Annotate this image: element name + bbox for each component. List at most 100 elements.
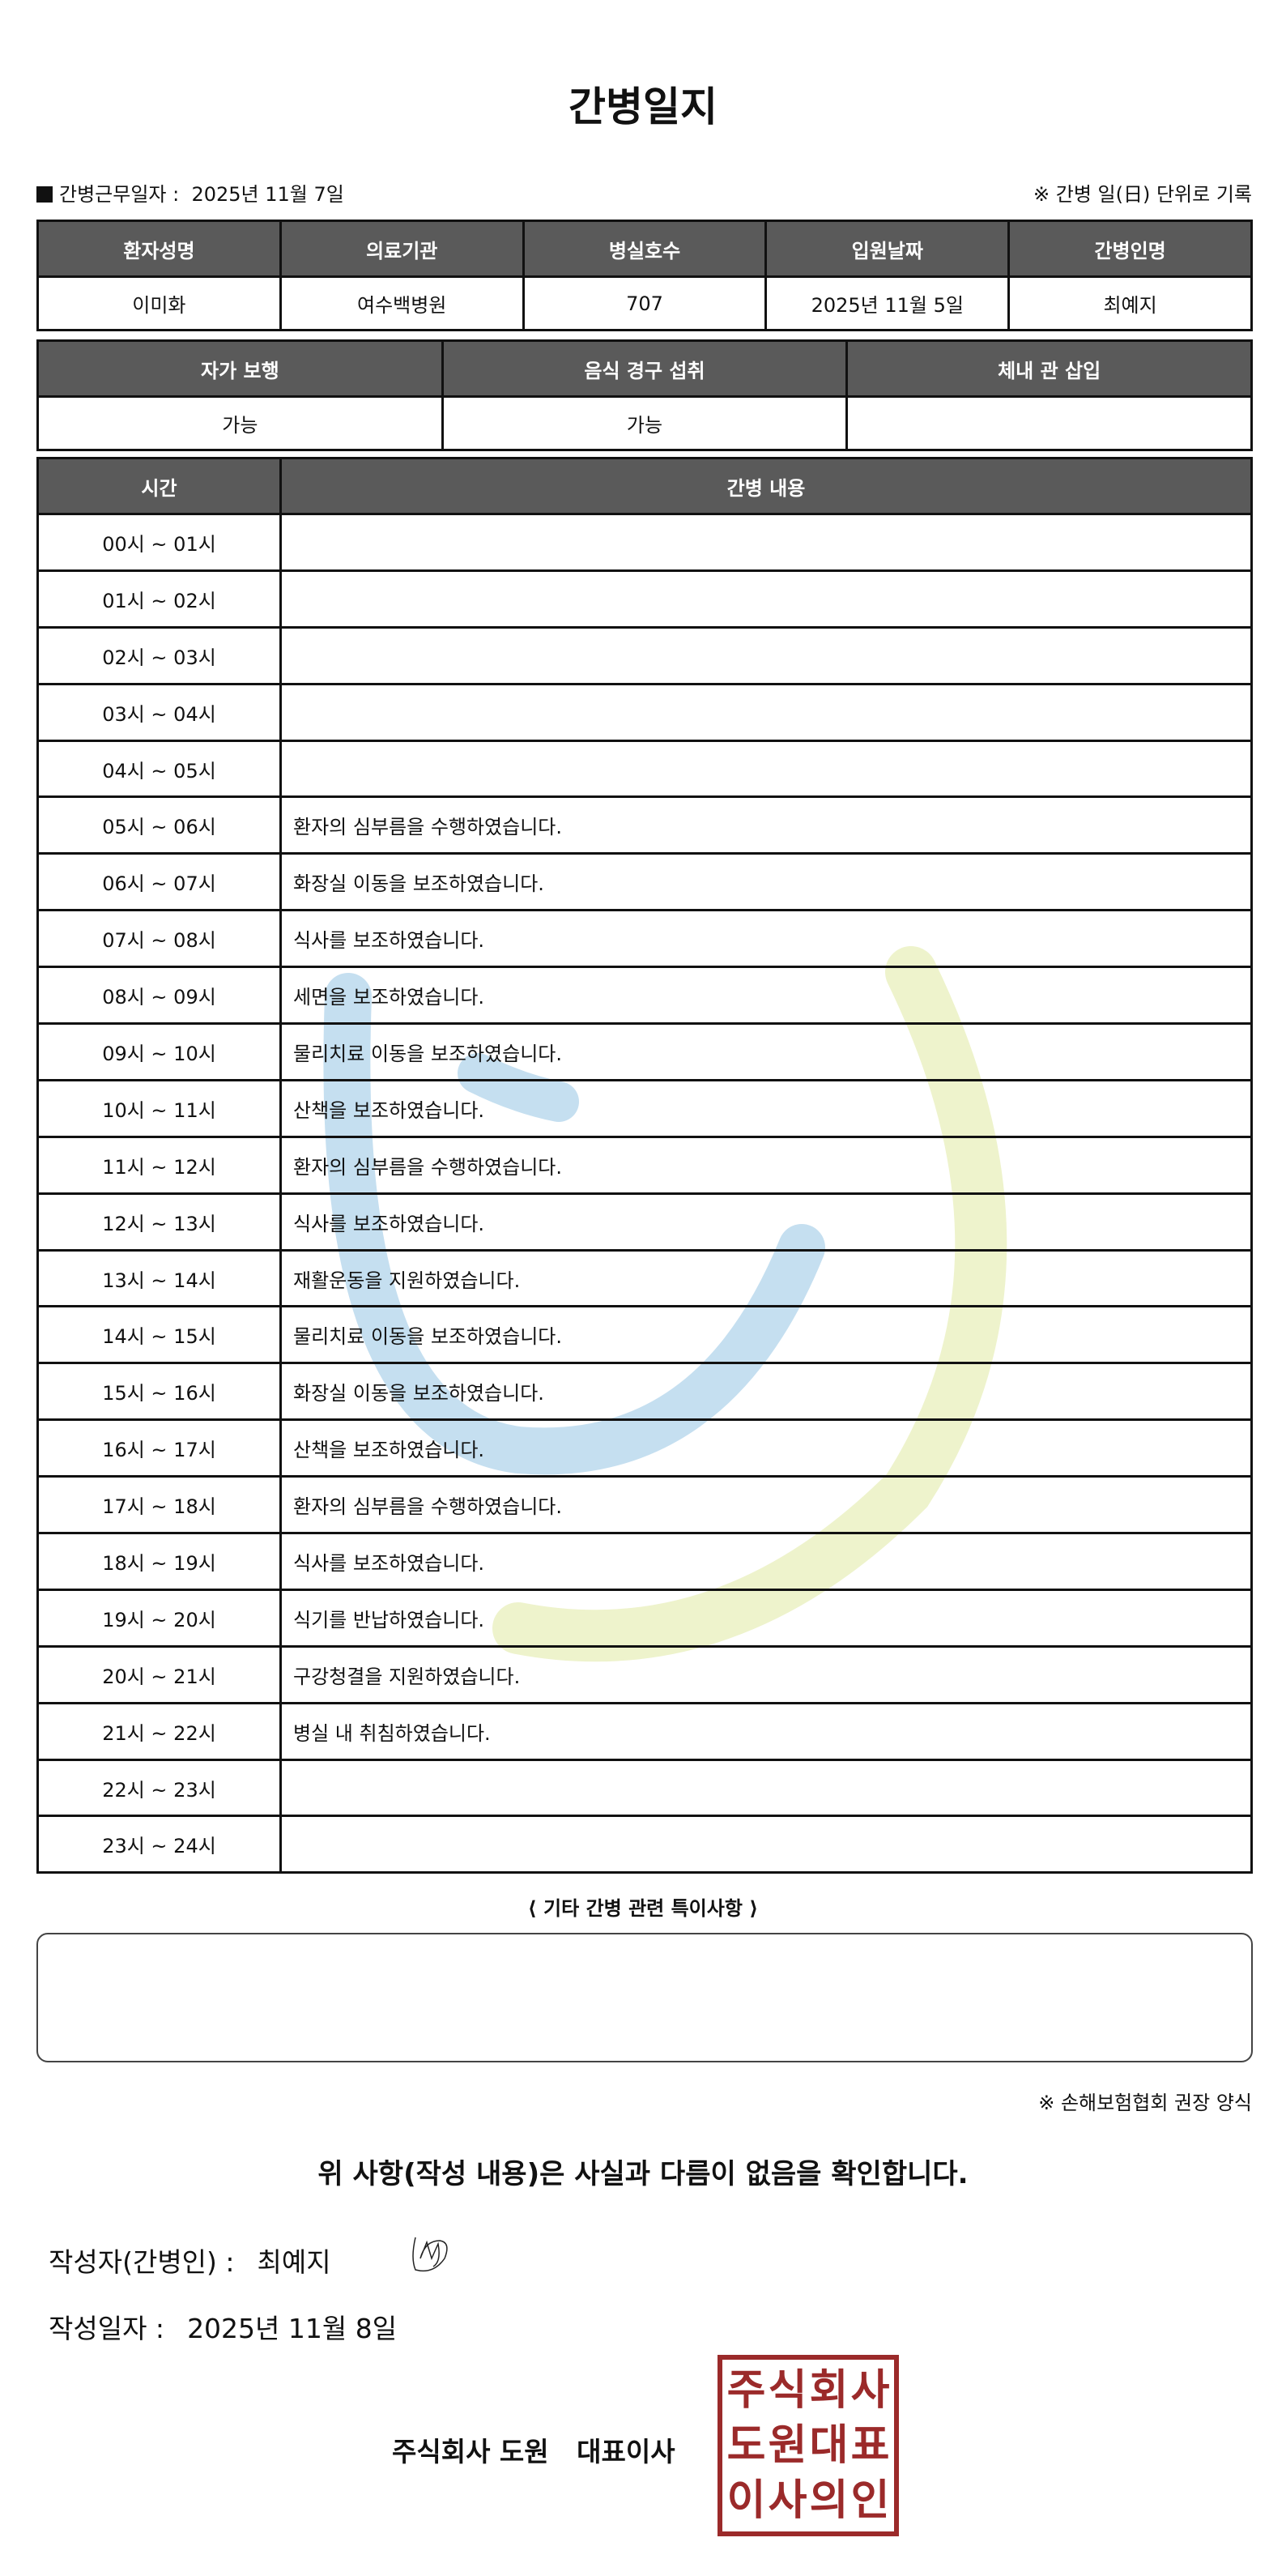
care-log-table: 시간 간병 내용 00시 ~ 01시 01시 ~ 02시 02시 ~ 03시 03시 ~… <box>36 457 1253 1874</box>
seal-glyph: 주 <box>726 2366 766 2415</box>
hospital: 여수백병원 <box>279 275 525 331</box>
seal-glyph: 의 <box>809 2476 849 2525</box>
header-content: 간병 내용 <box>279 457 1253 515</box>
content-cell: 병실 내 취침하였습니다. <box>279 1701 1253 1761</box>
content-cell: 식사를 보조하였습니다. <box>279 1532 1253 1591</box>
table-row: 12시 ~ 13시 식사를 보조하였습니다. <box>36 1192 1253 1252</box>
time-cell: 08시 ~ 09시 <box>36 966 282 1026</box>
seal-glyph: 식 <box>768 2366 807 2415</box>
self-walking: 가능 <box>36 395 444 451</box>
page-title: 간병일지 <box>568 83 718 130</box>
time-cell: 01시 ~ 02시 <box>36 569 282 629</box>
seal-glyph: 도 <box>726 2421 766 2470</box>
table-row: 07시 ~ 08시 식사를 보조하였습니다. <box>36 909 1253 969</box>
content-cell: 식사를 보조하였습니다. <box>279 1192 1253 1252</box>
table-row: 08시 ~ 09시 세면을 보조하였습니다. <box>36 966 1253 1026</box>
table-row: 16시 ~ 17시 산책을 보조하였습니다. <box>36 1418 1253 1478</box>
content-cell: 산책을 보조하였습니다. <box>279 1078 1253 1138</box>
header-cell: 환자성명 <box>36 220 282 278</box>
table-row: 02시 ~ 03시 <box>36 625 1253 685</box>
time-cell: 13시 ~ 14시 <box>36 1248 282 1308</box>
patient-name: 이미화 <box>36 275 282 331</box>
association-note: ※ 손해보험협회 권장 양식 <box>1038 2092 1252 2114</box>
time-cell: 05시 ~ 06시 <box>36 795 282 855</box>
seal-glyph: 사 <box>768 2476 807 2525</box>
content-cell: 환자의 심부름을 수행하였습니다. <box>279 1475 1253 1535</box>
time-cell: 20시 ~ 21시 <box>36 1644 282 1704</box>
time-cell: 09시 ~ 10시 <box>36 1022 282 1081</box>
written-date-label: 작성일자 : <box>49 2313 165 2344</box>
content-cell <box>279 1758 1253 1818</box>
seal-glyph: 대 <box>809 2421 849 2470</box>
table-row: 06시 ~ 07시 화장실 이동을 보조하였습니다. <box>36 852 1253 912</box>
writer-line: 작성자(간병인) : 최예지 <box>49 2241 331 2280</box>
oral-intake: 가능 <box>441 395 849 451</box>
table-row: 21시 ~ 22시 병실 내 취침하였습니다. <box>36 1701 1253 1761</box>
time-cell: 11시 ~ 12시 <box>36 1135 282 1195</box>
content-cell: 물리치료 이동을 보조하였습니다. <box>279 1022 1253 1081</box>
caregiver-name: 최예지 <box>1007 275 1253 331</box>
work-date: 간병근무일자 : 2025년 11월 7일 <box>36 178 344 207</box>
content-cell <box>279 682 1253 742</box>
time-cell: 00시 ~ 01시 <box>36 513 282 572</box>
table-row: 01시 ~ 02시 <box>36 569 1253 629</box>
table-row: 23시 ~ 24시 <box>36 1815 1253 1874</box>
time-cell: 10시 ~ 11시 <box>36 1078 282 1138</box>
time-cell: 18시 ~ 19시 <box>36 1532 282 1591</box>
writer-name: 최예지 <box>257 2246 331 2278</box>
content-cell: 환자의 심부름을 수행하였습니다. <box>279 795 1253 855</box>
time-cell: 19시 ~ 20시 <box>36 1588 282 1648</box>
table-row: 13시 ~ 14시 재활운동을 지원하였습니다. <box>36 1248 1253 1308</box>
content-cell: 화장실 이동을 보조하였습니다. <box>279 852 1253 912</box>
table-row: 20시 ~ 21시 구강청결을 지원하였습니다. <box>36 1644 1253 1704</box>
table-row: 10시 ~ 11시 산책을 보조하였습니다. <box>36 1078 1253 1138</box>
seal-glyph: 회 <box>809 2366 849 2415</box>
tube-insertion <box>845 395 1253 451</box>
content-cell: 물리치료 이동을 보조하였습니다. <box>279 1305 1253 1365</box>
work-date-value: 2025년 11월 7일 <box>191 183 344 206</box>
table-row: 14시 ~ 15시 물리치료 이동을 보조하였습니다. <box>36 1305 1253 1365</box>
content-cell: 식사를 보조하였습니다. <box>279 909 1253 969</box>
content-cell <box>279 1815 1253 1874</box>
time-cell: 17시 ~ 18시 <box>36 1475 282 1535</box>
content-cell <box>279 569 1253 629</box>
seal-glyph: 사 <box>850 2366 890 2415</box>
content-cell: 구강청결을 지원하였습니다. <box>279 1644 1253 1704</box>
patient-info-table: 환자성명 의료기관 병실호수 입원날짜 간병인명 이미화 여수백병원 707 2025년 11… <box>36 220 1253 331</box>
seal-glyph: 인 <box>850 2476 890 2525</box>
written-date-line: 작성일자 : 2025년 11월 8일 <box>49 2307 397 2346</box>
header-cell: 간병인명 <box>1007 220 1253 278</box>
header-cell: 병실호수 <box>522 220 768 278</box>
table-row: 19시 ~ 20시 식기를 반납하였습니다. <box>36 1588 1253 1648</box>
content-cell <box>279 625 1253 685</box>
content-cell: 화장실 이동을 보조하였습니다. <box>279 1362 1253 1422</box>
time-cell: 02시 ~ 03시 <box>36 625 282 685</box>
header-cell: 음식 경구 섭취 <box>441 339 849 398</box>
room-number: 707 <box>522 275 768 331</box>
table-row: 17시 ~ 18시 환자의 심부름을 수행하였습니다. <box>36 1475 1253 1535</box>
signature <box>412 2237 448 2272</box>
time-cell: 21시 ~ 22시 <box>36 1701 282 1761</box>
header-cell: 입원날짜 <box>764 220 1011 278</box>
content-cell <box>279 513 1253 572</box>
table-row: 00시 ~ 01시 <box>36 513 1253 572</box>
table-row: 15시 ~ 16시 화장실 이동을 보조하였습니다. <box>36 1362 1253 1422</box>
time-cell: 15시 ~ 16시 <box>36 1362 282 1422</box>
time-cell: 06시 ~ 07시 <box>36 852 282 912</box>
time-cell: 23시 ~ 24시 <box>36 1815 282 1874</box>
content-cell: 식기를 반납하였습니다. <box>279 1588 1253 1648</box>
table-row: 11시 ~ 12시 환자의 심부름을 수행하였습니다. <box>36 1135 1253 1195</box>
table-row: 18시 ~ 19시 식사를 보조하였습니다. <box>36 1532 1253 1591</box>
patient-status-table: 자가 보행 음식 경구 섭취 체내 관 삽입 가능 가능 <box>36 339 1253 451</box>
table-row: 03시 ~ 04시 <box>36 682 1253 742</box>
table-row: 04시 ~ 05시 <box>36 739 1253 799</box>
time-cell: 04시 ~ 05시 <box>36 739 282 799</box>
time-cell: 12시 ~ 13시 <box>36 1192 282 1252</box>
content-cell: 재활운동을 지원하였습니다. <box>279 1248 1253 1308</box>
header-cell: 체내 관 삽입 <box>845 339 1253 398</box>
work-date-label: 간병근무일자 <box>59 183 167 206</box>
seal-glyph: 원 <box>768 2421 807 2470</box>
written-date-value: 2025년 11월 8일 <box>187 2313 398 2344</box>
writer-label: 작성자(간병인) : <box>49 2246 235 2278</box>
